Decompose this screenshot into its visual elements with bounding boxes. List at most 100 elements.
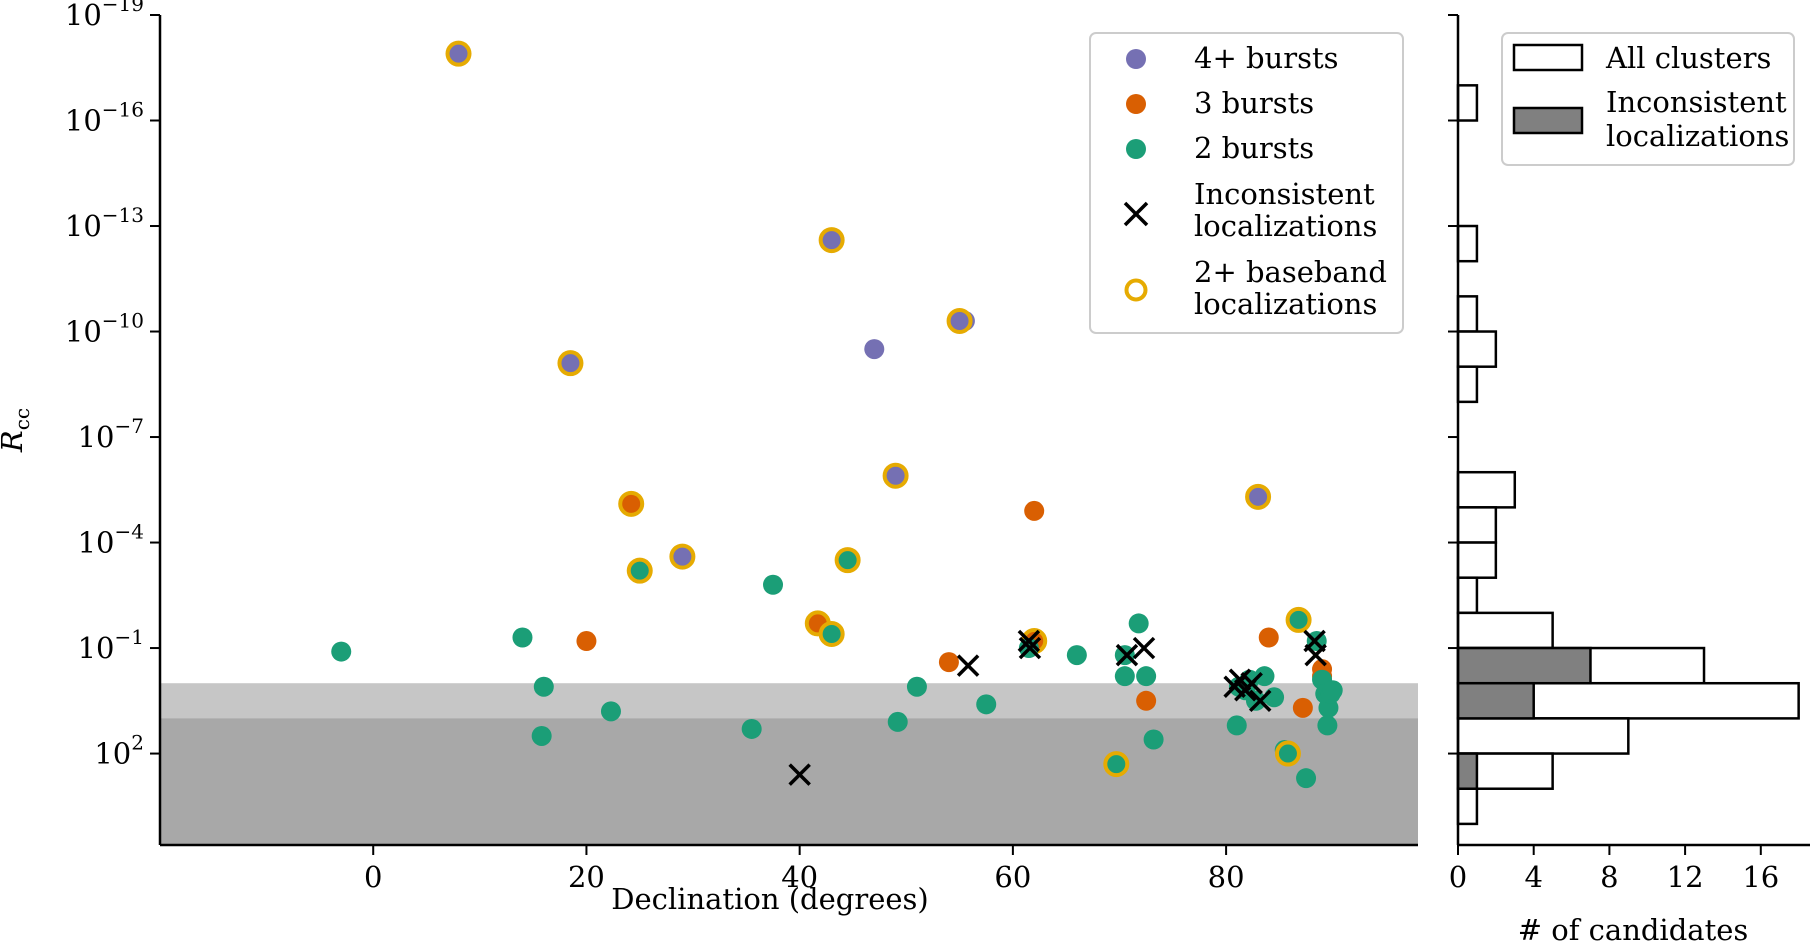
y-tick-label: 10−10 <box>65 309 144 349</box>
hist-bar-inconsistent <box>1456 646 1592 685</box>
y-tick-exponent: −7 <box>115 414 144 438</box>
point-3-bursts <box>1136 690 1157 711</box>
inconsistent-markers <box>788 629 1327 786</box>
point-2-bursts <box>1136 666 1157 687</box>
legend-label-inconsistent-1: Inconsistent <box>1194 177 1375 211</box>
point-2-bursts <box>1322 680 1343 701</box>
scatter-panel: 0 20 40 60 80 10−1910−1610−1310−1010−710−410… <box>0 0 1418 916</box>
inconsistent-x-marker <box>956 654 980 677</box>
point-2-bursts <box>1264 687 1285 708</box>
hist-bar-inconsistent <box>1456 752 1479 790</box>
y-tick-label: 10−19 <box>65 0 144 32</box>
y-tick-exponent: −19 <box>102 0 144 16</box>
point-2-bursts <box>626 557 653 584</box>
hist-legend-label-inconsistent-2: localizations <box>1606 119 1789 153</box>
point-2-bursts <box>887 711 908 732</box>
histogram-legend: All clusters Inconsistent localizations <box>1501 32 1795 166</box>
legend-marker-x <box>1123 201 1149 227</box>
point-3-bursts <box>618 490 645 517</box>
y-axis-label-main: R <box>0 430 29 453</box>
legend-label-4plus: 4+ bursts <box>1194 41 1339 75</box>
legend-label-2: 2 bursts <box>1194 131 1314 165</box>
hist-bar-all <box>1456 717 1630 755</box>
y-axis-label-sub: cc <box>10 408 34 430</box>
y-tick-label: 10−4 <box>78 520 144 560</box>
x-ticks: 0 20 40 60 80 <box>364 845 1245 894</box>
point-2-bursts <box>1254 666 1275 687</box>
hist-bar-all <box>1456 295 1479 333</box>
hist-legend-label-all: All clusters <box>1605 41 1771 75</box>
scatter-legend: 4+ bursts 3 bursts 2 bursts Inconsistent… <box>1089 32 1404 334</box>
hist-bar-inconsistent <box>1456 681 1535 720</box>
hist-bar-all <box>1456 330 1498 368</box>
point-3-bursts <box>576 631 597 652</box>
point-2-bursts <box>741 718 762 739</box>
scatter-points <box>331 40 1343 789</box>
y-tick-base: 10 <box>65 209 102 243</box>
hist-bar-all <box>1456 541 1498 579</box>
point-4-bursts <box>557 350 584 377</box>
point-2-bursts <box>1128 613 1149 634</box>
hist-bar-all <box>1456 470 1517 509</box>
legend-label-baseband-2: localizations <box>1194 287 1377 321</box>
point-2-bursts <box>906 676 927 697</box>
inconsistent-x-marker <box>1304 643 1327 667</box>
hist-x-tick-label: 0 <box>1449 860 1467 894</box>
y-tick-base: 10 <box>65 0 102 32</box>
legend-frame <box>1089 32 1404 334</box>
hist-bar-all <box>1456 224 1479 263</box>
point-2-bursts <box>1226 715 1247 736</box>
point-4-bursts <box>445 40 472 67</box>
point-2-bursts <box>1317 715 1338 736</box>
point-2-bursts <box>600 701 621 722</box>
hist-legend-label-inconsistent-1: Inconsistent <box>1606 85 1787 119</box>
hist-legend-swatch-inconsistent <box>1512 106 1584 135</box>
y-tick-base: 10 <box>94 737 131 771</box>
point-2-bursts <box>1274 740 1301 767</box>
hist-bar-all <box>1456 611 1554 650</box>
x-tick-label: 20 <box>568 860 605 894</box>
x-axis-label: Declination (degrees) <box>611 882 928 916</box>
legend-label-baseband-1: 2+ baseband <box>1194 255 1387 289</box>
legend-marker-ring <box>1124 278 1148 302</box>
y-tick-label: 10−1 <box>78 625 144 665</box>
point-4-bursts <box>669 543 696 570</box>
point-4-bursts <box>818 227 845 254</box>
y-tick-exponent: 2 <box>131 731 144 755</box>
point-2-bursts <box>1296 768 1317 789</box>
inconsistent-x-marker <box>1017 629 1041 653</box>
point-2-bursts <box>763 574 784 595</box>
inconsistent-x-marker <box>1018 636 1042 660</box>
y-tick-exponent: −1 <box>115 625 144 649</box>
legend-label-inconsistent-2: localizations <box>1194 209 1377 243</box>
y-tick-label: 102 <box>94 731 144 771</box>
point-4-bursts <box>864 339 885 360</box>
hist-x-axis-label: # of candidates <box>1518 913 1749 947</box>
point-2-bursts <box>976 694 997 715</box>
y-tick-exponent: −10 <box>102 309 144 333</box>
point-2-bursts <box>1143 729 1164 750</box>
point-2-bursts <box>1114 666 1135 687</box>
hist-y-ticks <box>1448 14 1458 755</box>
legend-marker-3 <box>1126 94 1146 114</box>
x-tick-label: 60 <box>994 860 1031 894</box>
hist-bar-all <box>1456 576 1479 615</box>
x-tick-label: 80 <box>1208 860 1245 894</box>
y-tick-base: 10 <box>65 104 102 138</box>
inconsistent-x-marker <box>1240 671 1263 695</box>
x-tick-label: 40 <box>781 860 818 894</box>
point-2-bursts <box>1285 606 1312 633</box>
hist-bar-all <box>1456 787 1479 826</box>
y-tick-base: 10 <box>78 526 115 560</box>
legend-marker-2 <box>1126 139 1146 159</box>
y-tick-exponent: −4 <box>115 520 144 544</box>
y-tick-exponent: −16 <box>102 98 144 122</box>
y-tick-label: 10−13 <box>65 203 144 243</box>
point-3-bursts <box>938 652 959 673</box>
point-4-bursts <box>882 462 909 489</box>
point-2-bursts <box>834 547 861 574</box>
y-tick-label: 10−16 <box>65 98 144 138</box>
hist-legend-swatch-all <box>1512 43 1584 72</box>
point-2-bursts <box>512 627 533 648</box>
